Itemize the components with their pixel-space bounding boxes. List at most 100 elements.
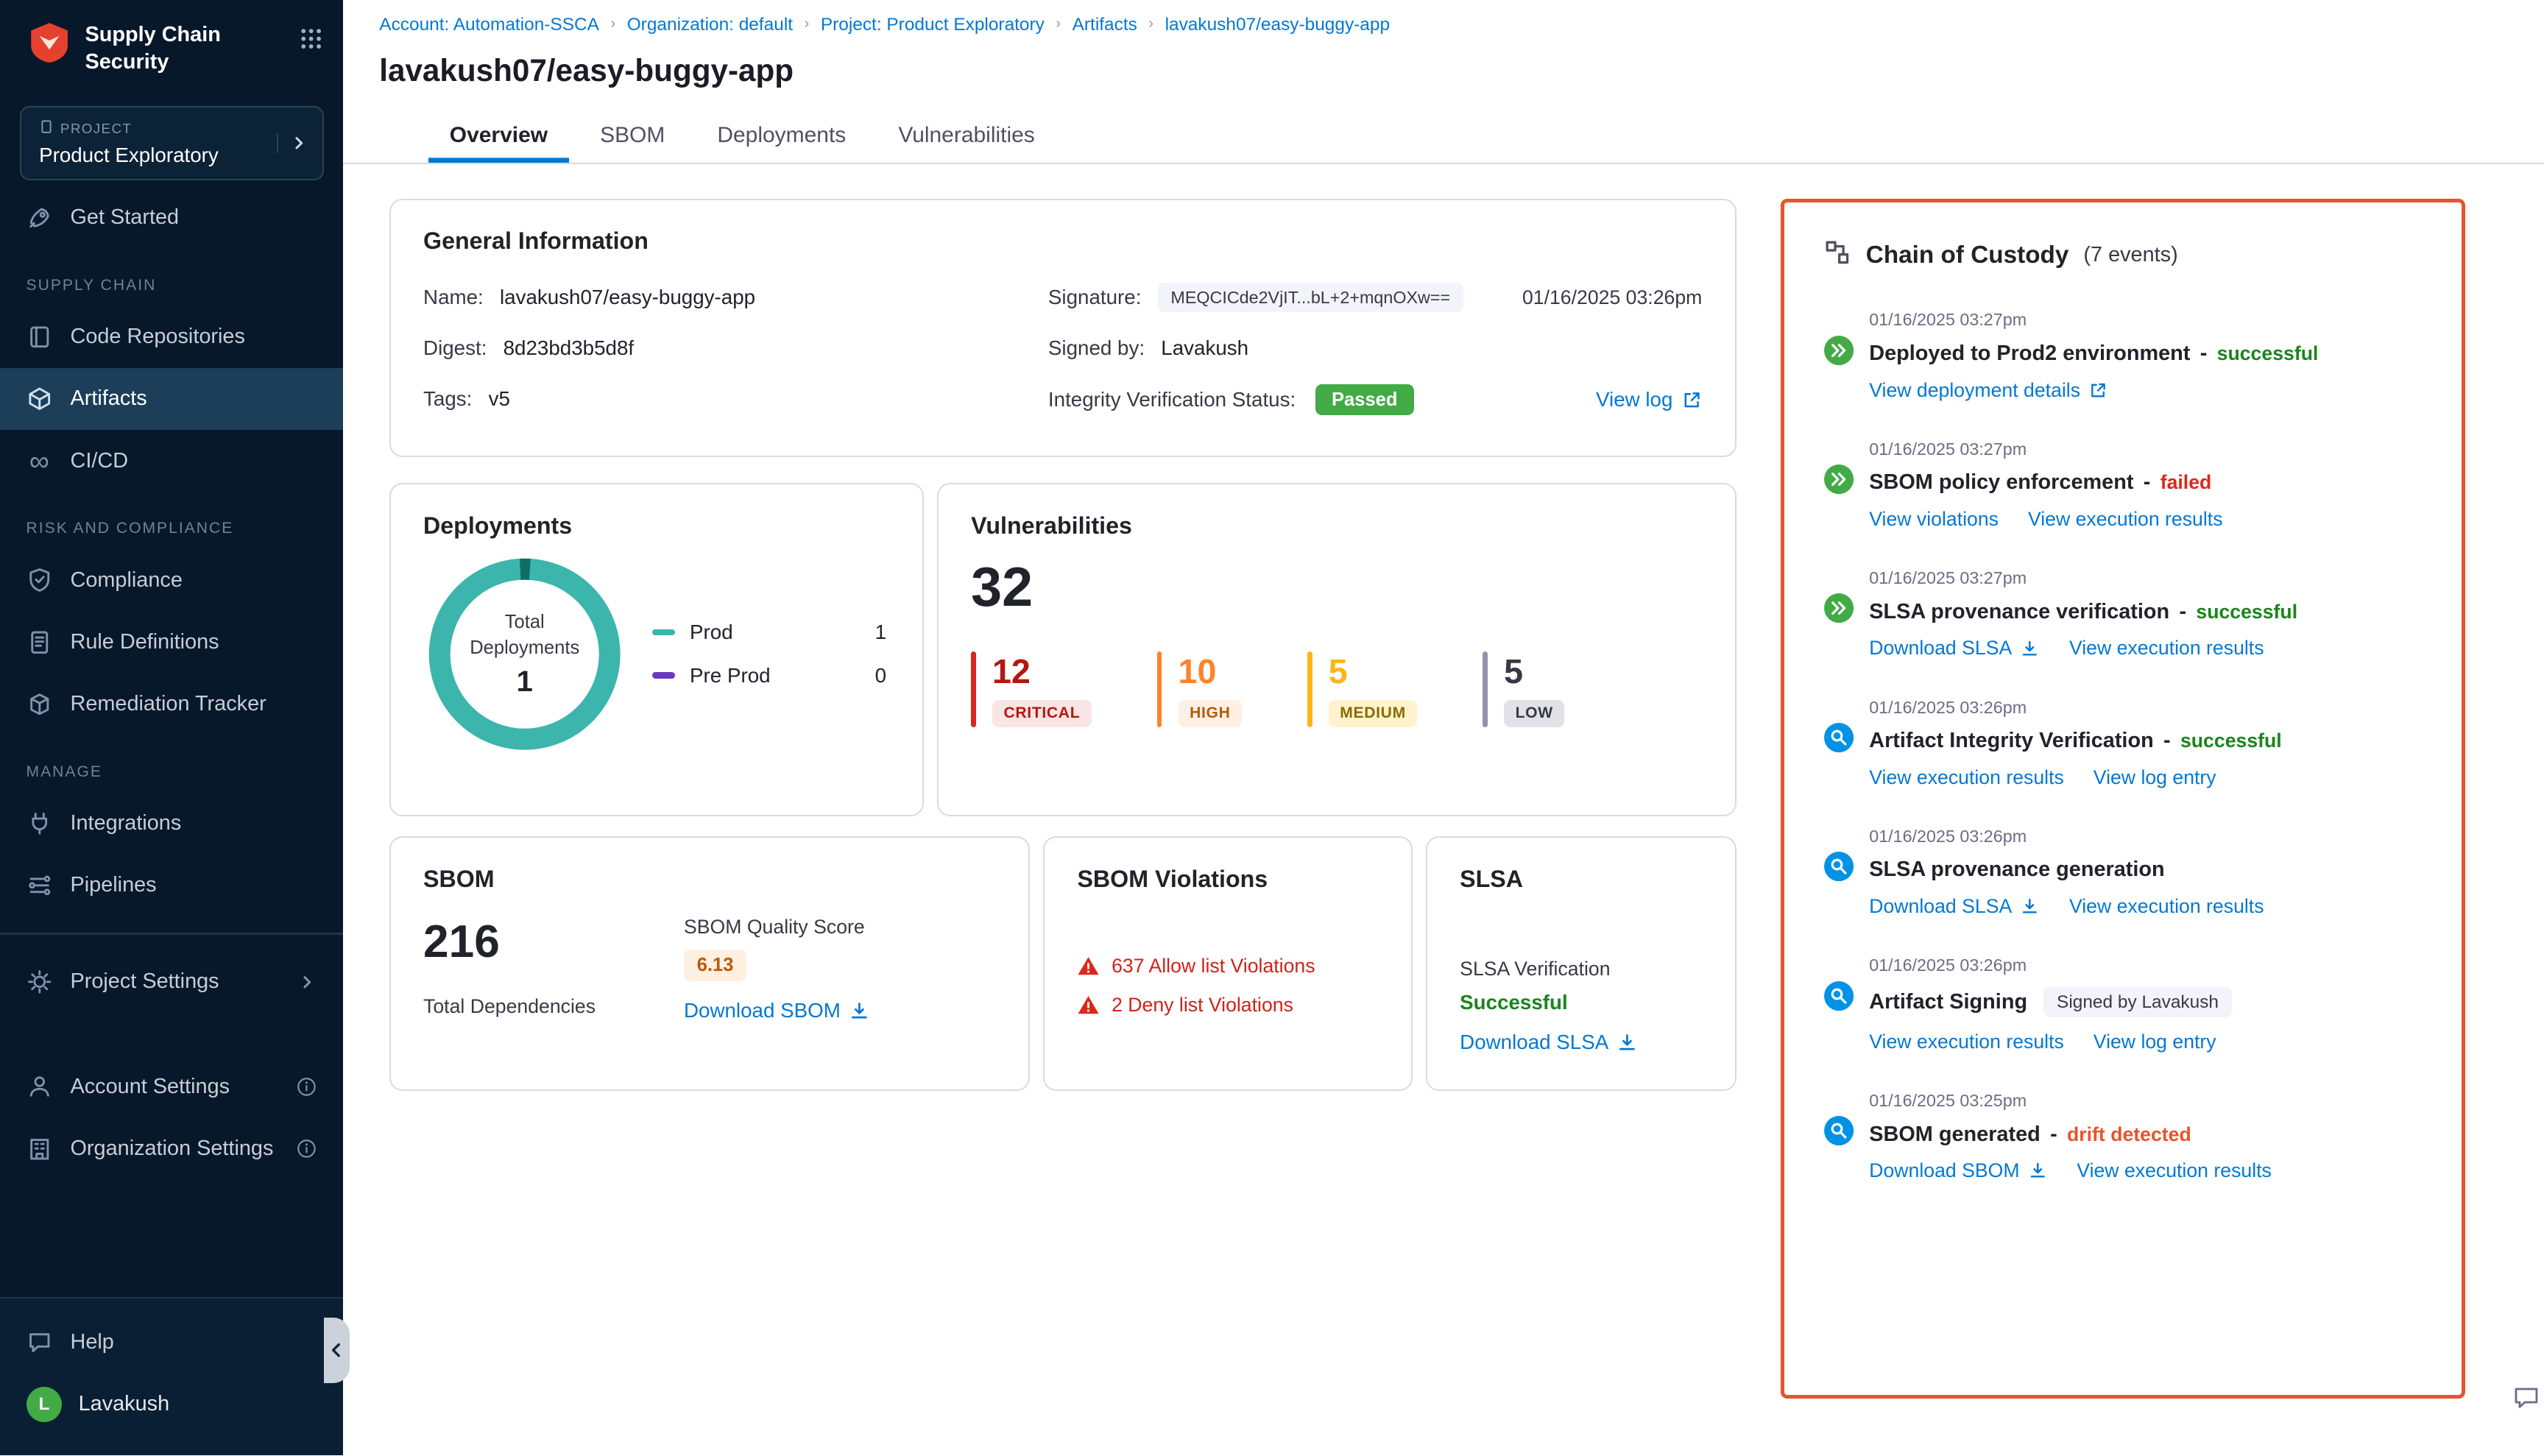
event-time: 01/16/2025 03:27pm — [1869, 439, 2423, 459]
tab-vulnerabilities[interactable]: Vulnerabilities — [877, 107, 1056, 163]
warning-triangle-icon — [1077, 955, 1100, 978]
tab-sbom[interactable]: SBOM — [579, 107, 686, 163]
sbom-total-label: Total Dependencies — [423, 995, 596, 1018]
sidebar-collapse-handle[interactable] — [324, 1318, 350, 1383]
view-execution-results-link[interactable]: View execution results — [2077, 1159, 2272, 1182]
view-execution-results-link[interactable]: View execution results — [2069, 637, 2264, 660]
deny-list-violations-link[interactable]: 2 Deny list Violations — [1077, 994, 1378, 1017]
slsa-verification-status: Successful — [1460, 991, 1702, 1014]
pipeline-icon — [1823, 335, 1854, 366]
event-time: 01/16/2025 03:26pm — [1869, 955, 2423, 975]
download-sbom-link[interactable]: Download SBOM — [684, 999, 870, 1022]
sidebar-item-project-settings[interactable]: Project Settings — [0, 951, 343, 1013]
pipeline-icon — [1823, 464, 1854, 495]
chevron-right-icon — [277, 133, 309, 153]
breadcrumb-organization[interactable]: Organization: default — [627, 15, 793, 35]
breadcrumb-account[interactable]: Account: Automation-SSCA — [379, 15, 599, 35]
sidebar-item-remediation-tracker[interactable]: Remediation Tracker — [0, 674, 343, 735]
tab-overview[interactable]: Overview — [428, 107, 569, 163]
page-title: lavakush07/easy-buggy-app — [379, 53, 2504, 88]
sidebar-item-label: Artifacts — [70, 386, 146, 411]
deployments-card: Deployments Total Deploy — [389, 483, 924, 816]
legend-item-pre-prod: Pre Prod 0 — [652, 664, 886, 688]
sbom-card: SBOM 216 Total Dependencies SBOM Quality… — [389, 836, 1031, 1091]
view-violations-link[interactable]: View violations — [1869, 508, 1999, 531]
help-chat-icon — [26, 1329, 53, 1356]
pre-prod-count: 0 — [875, 664, 886, 688]
event-title: Artifact Integrity Verification — [1869, 729, 2153, 753]
project-eyebrow-label: PROJECT — [60, 121, 132, 137]
tab-deployments[interactable]: Deployments — [696, 107, 868, 163]
coc-event-integrity-verification: 01/16/2025 03:26pm Artifact Integrity Ve… — [1823, 698, 2423, 789]
download-sbom-link[interactable]: Download SBOM — [1869, 1159, 2047, 1182]
view-execution-results-link[interactable]: View execution results — [1869, 1031, 2064, 1053]
critical-badge: CRITICAL — [992, 700, 1092, 727]
sidebar-item-label: Organization Settings — [70, 1137, 273, 1161]
digest-label: Digest: — [423, 336, 487, 360]
view-deployment-details-link[interactable]: View deployment details — [1869, 379, 2108, 402]
sidebar-item-pipelines[interactable]: Pipelines — [0, 855, 343, 916]
sidebar-divider — [0, 933, 343, 934]
download-icon — [2020, 897, 2040, 916]
view-execution-results-link[interactable]: View execution results — [2028, 508, 2223, 531]
download-slsa-link[interactable]: Download SLSA — [1869, 637, 2040, 660]
sidebar-item-account-settings[interactable]: Account Settings — [0, 1056, 343, 1117]
sidebar-item-cicd[interactable]: ∞ CI/CD — [0, 430, 343, 492]
card-heading: SLSA — [1460, 866, 1702, 893]
breadcrumb-artifact-name[interactable]: lavakush07/easy-buggy-app — [1165, 15, 1390, 35]
sidebar-item-compliance[interactable]: Compliance — [0, 549, 343, 611]
chain-of-custody-count: (7 events) — [2083, 243, 2177, 267]
event-status: successful — [2180, 729, 2282, 752]
brand: Supply Chain Security — [0, 0, 343, 90]
infinity-icon: ∞ — [26, 448, 53, 475]
signed-by-badge: Signed by Lavakush — [2043, 987, 2231, 1017]
sidebar-item-label: Remediation Tracker — [70, 692, 266, 716]
medium-count: 5 — [1329, 651, 1418, 691]
support-chat-icon[interactable] — [2512, 1383, 2541, 1419]
deployments-donut-chart: Total Deployments 1 — [423, 553, 626, 755]
sidebar-item-label: CI/CD — [70, 449, 128, 473]
sidebar-item-organization-settings[interactable]: Organization Settings — [0, 1117, 343, 1179]
event-title: Artifact Signing — [1869, 990, 2027, 1014]
cube-icon — [26, 691, 53, 718]
project-selector[interactable]: PROJECT Product Exploratory — [20, 106, 324, 180]
tags-label: Tags: — [423, 387, 472, 411]
main-area: Account: Automation-SSCA › Organization:… — [343, 0, 2544, 1455]
breadcrumb-separator: › — [1148, 15, 1153, 32]
critical-count: 12 — [992, 651, 1092, 691]
download-slsa-link[interactable]: Download SLSA — [1869, 895, 2040, 918]
sidebar-item-help[interactable]: Help — [0, 1311, 343, 1373]
event-time: 01/16/2025 03:26pm — [1869, 827, 2423, 847]
info-icon — [296, 1076, 317, 1098]
app-grid-icon[interactable] — [299, 20, 323, 57]
sidebar-item-label: Compliance — [70, 568, 182, 593]
package-icon — [26, 386, 53, 412]
high-count: 10 — [1179, 651, 1243, 691]
sidebar-item-code-repositories[interactable]: Code Repositories — [0, 305, 343, 367]
sidebar-item-artifacts[interactable]: Artifacts — [0, 368, 343, 430]
vulnerabilities-total: 32 — [971, 556, 1702, 619]
breadcrumb-artifacts[interactable]: Artifacts — [1073, 15, 1137, 35]
app-window: Supply Chain Security PROJECT Product Ex… — [0, 0, 2544, 1455]
pipeline-icon — [1823, 593, 1854, 623]
view-execution-results-link[interactable]: View execution results — [1869, 766, 2064, 789]
scan-icon — [1823, 980, 1854, 1011]
low-count: 5 — [1504, 651, 1564, 691]
download-icon — [849, 1000, 870, 1022]
sidebar-item-rule-definitions[interactable]: Rule Definitions — [0, 611, 343, 673]
view-log-link[interactable]: View log — [1596, 388, 1702, 411]
nav-section-title: MANAGE — [0, 735, 343, 792]
sidebar-item-integrations[interactable]: Integrations — [0, 792, 343, 854]
view-log-entry-link[interactable]: View log entry — [2094, 1031, 2216, 1053]
card-heading: SBOM Violations — [1077, 866, 1378, 893]
view-log-entry-link[interactable]: View log entry — [2094, 766, 2216, 789]
avatar: L — [26, 1387, 63, 1423]
user-menu[interactable]: L Lavakush — [0, 1374, 343, 1435]
allow-list-violations-link[interactable]: 637 Allow list Violations — [1077, 955, 1378, 978]
download-slsa-link[interactable]: Download SLSA — [1460, 1031, 1638, 1054]
download-icon — [2028, 1161, 2048, 1181]
view-execution-results-link[interactable]: View execution results — [2069, 895, 2264, 918]
breadcrumb-project[interactable]: Project: Product Exploratory — [821, 15, 1045, 35]
sidebar-item-get-started[interactable]: Get Started — [0, 187, 343, 249]
sidebar-item-label: Account Settings — [70, 1075, 230, 1099]
